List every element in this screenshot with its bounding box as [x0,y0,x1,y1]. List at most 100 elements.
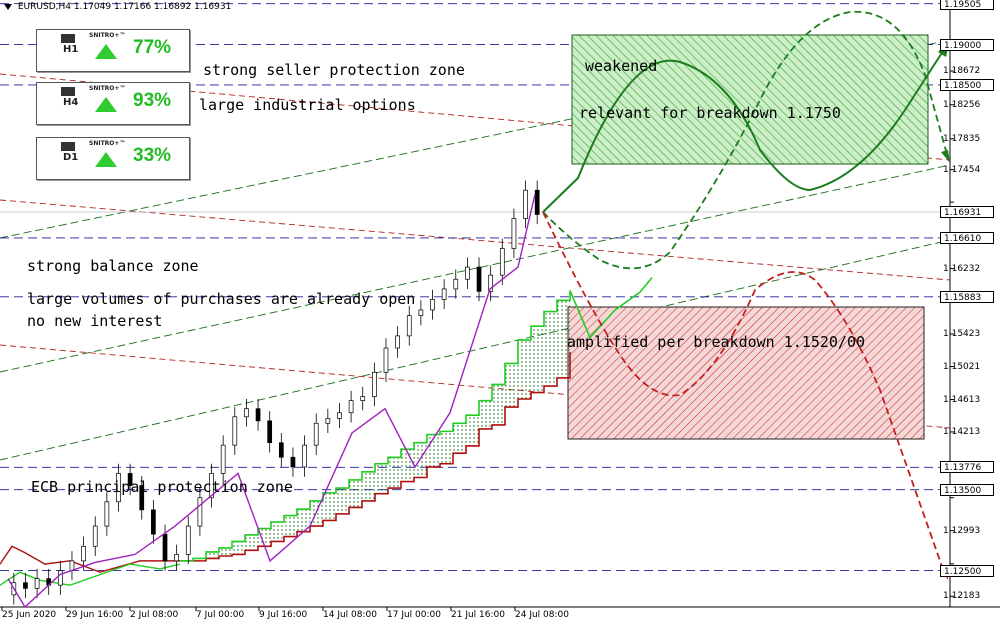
candle-body [313,422,319,446]
candle-body [69,560,75,571]
level-price-label: 1.15883 [940,290,994,303]
level-price-label: 1.19505 [940,0,994,10]
y-tick-label: 1.16232 [943,263,981,274]
scenario-dashed-green-arrow [941,150,950,163]
timeframe-label: H4 [63,97,79,108]
candle-body [232,416,238,446]
candle-body [255,408,261,422]
annotation-options: large industrial options [199,96,416,114]
candle-body [430,299,435,311]
timeframe-label: H1 [63,44,79,55]
annotation-weakened: weakened [585,57,658,75]
candle-body [465,266,470,280]
y-tick-label: 1.12993 [943,525,981,536]
ichimoku-cloud [0,277,653,586]
candle-body [116,473,121,503]
flag-icon [61,142,75,151]
x-tick-label: 29 Jun 16:00 [66,610,124,620]
candle-body [372,371,377,397]
y-tick-label: 1.14213 [943,426,981,437]
cloud-line-red [180,352,571,562]
candle-body [104,501,110,527]
ohlc-values: 1.17049 1.17166 1.16892 1.16931 [73,2,232,12]
breakdown-zone[interactable] [567,306,925,440]
annotation-breakdown-down: amplified per breakdown 1.1520/00 [567,333,866,351]
x-tick-label: 2 Jul 08:00 [130,610,179,620]
level-price-label: 1.12500 [940,564,994,577]
early-line-green [0,563,181,586]
brand-label: SNITRO+™ [89,140,126,147]
indicator-box-h1: H1 SNITRO+™ 77% [36,29,190,72]
candle-body [453,278,459,290]
candle-body [418,309,424,316]
header-menu-icon[interactable] [4,3,12,10]
x-tick-label: 24 Jul 08:00 [515,610,569,620]
candles [11,180,540,605]
scenario-dashed-green [542,10,949,270]
candle-body [267,420,273,444]
x-tick-label: 7 Jul 00:00 [196,610,245,620]
candle-body [34,578,40,589]
scenario-solid-green [542,47,946,213]
candle-body [151,509,156,535]
candle-body [395,335,400,349]
percent-value: 77% [133,37,172,58]
cloud-line-green [180,277,653,562]
weakened-zone[interactable] [571,34,929,165]
annotation-balance: strong balance zone [27,257,199,275]
candle-body [406,315,412,337]
candle-body [337,412,342,419]
level-price-label: 1.13500 [940,483,994,496]
candle-body [383,347,389,373]
candle-body [185,525,191,555]
x-tick-label: 21 Jul 16:00 [451,610,505,620]
percent-value: 93% [133,90,172,111]
y-tick-label: 1.18672 [943,66,981,77]
candle-body [197,497,203,527]
y-tick-label: 1.17454 [943,164,981,175]
y-tick-label: 1.14613 [943,394,981,405]
candle-body [476,266,482,292]
scenario-dashed-red [542,211,946,576]
annotation-volumes-1: large volumes of purchases are already o… [27,290,416,308]
x-tick-label: 9 Jul 16:00 [259,610,308,620]
candle-body [325,418,331,424]
y-tick-label: 1.12183 [943,591,981,602]
indicator-box-d1: D1 SNITRO+™ 33% [36,137,190,180]
candle-body [127,473,133,486]
level-price-label: 1.16610 [940,231,994,244]
candle-body [278,442,284,458]
current-price-label: 1.16931 [940,205,994,218]
arrow-up-icon [95,152,117,167]
price-axis [950,3,954,597]
trend-line-green-low [0,239,951,461]
brand-label: SNITRO+™ [89,85,126,92]
zigzag-line [7,194,536,609]
candle-body [523,189,528,219]
trend-line-red-mid [0,199,951,281]
y-tick-label: 1.15021 [943,361,981,372]
candle-body [92,525,98,547]
trend-line-green-mid [0,164,951,373]
indicator-box-h4: H4 SNITRO+™ 93% [36,82,190,125]
candle-body [534,189,540,215]
candle-body [511,218,517,249]
y-tick-label: 1.18256 [943,99,981,110]
brand-label: SNITRO+™ [89,32,126,39]
flag-icon [61,34,75,43]
timeframe-label: D1 [63,152,79,163]
x-tick-label: 17 Jul 00:00 [387,610,441,620]
candle-body [488,274,494,292]
chart-header: EURUSD,H4 1.17049 1.17166 1.16892 1.1693… [4,2,231,12]
candle-body [81,545,86,562]
flag-icon [61,87,75,96]
candle-body [360,396,366,401]
candle-body [220,444,226,474]
y-tick-label: 1.15423 [943,329,981,339]
x-tick-label: 14 Jul 08:00 [323,610,377,620]
candle-body [499,248,505,276]
candle-body [139,485,145,511]
candle-body [244,408,249,418]
candle-body [348,400,354,414]
